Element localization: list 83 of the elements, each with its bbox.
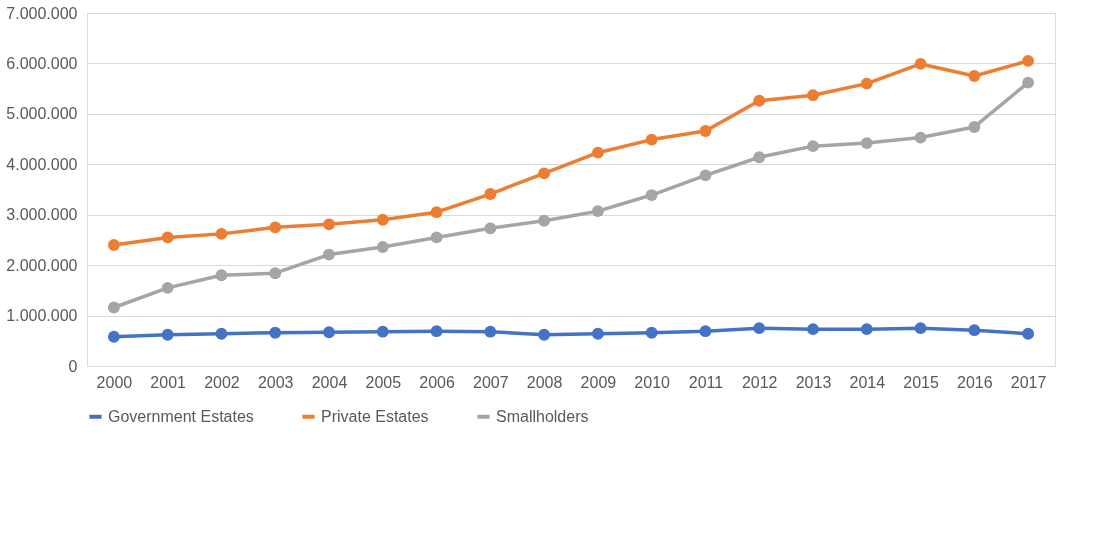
point — [699, 169, 712, 182]
y-tick-label: 2.000.000 — [6, 256, 78, 274]
point — [107, 301, 120, 314]
x-tick-label: 2003 — [257, 373, 294, 391]
point — [538, 167, 551, 180]
y-tick-label: 6.000.000 — [6, 54, 78, 72]
point — [484, 222, 497, 235]
point — [484, 325, 497, 338]
point — [538, 214, 551, 227]
point — [860, 323, 873, 336]
point — [161, 328, 174, 341]
x-tick-label: 2002 — [204, 373, 240, 391]
point — [914, 131, 927, 144]
point — [860, 137, 873, 150]
y-tick-label: 4.000.000 — [6, 155, 78, 173]
point — [484, 188, 497, 200]
y-tick-label: 0 — [68, 357, 78, 375]
x-tick-label: 2000 — [96, 373, 133, 391]
point — [699, 325, 712, 338]
point — [753, 322, 766, 335]
point — [323, 248, 335, 261]
x-tick-label: 2016 — [957, 373, 993, 391]
point — [860, 77, 873, 90]
point — [430, 231, 443, 244]
point — [376, 241, 389, 253]
point — [1022, 55, 1035, 67]
legend-label: Private Estates — [321, 407, 429, 425]
x-tick-label: 2001 — [150, 373, 187, 391]
point — [968, 70, 981, 82]
x-tick-label: 2010 — [634, 373, 671, 391]
point — [968, 121, 981, 133]
x-tick-label: 2006 — [419, 373, 455, 391]
x-tick-label: 2009 — [580, 373, 617, 391]
point — [1022, 327, 1035, 340]
point — [591, 146, 604, 159]
y-tick-label: 3.000.000 — [6, 206, 78, 224]
legend-label: Smallholders — [496, 407, 589, 425]
y-tick-label: 7.000.000 — [6, 4, 78, 22]
point — [1022, 76, 1035, 89]
point — [269, 221, 282, 234]
point — [376, 325, 389, 338]
x-tick-label: 2015 — [903, 373, 939, 391]
y-tick-label: 1.000.000 — [6, 307, 78, 325]
point — [807, 89, 819, 102]
x-tick-label: 2007 — [473, 373, 509, 391]
point — [538, 328, 551, 341]
x-tick-label: 2008 — [526, 373, 563, 391]
point — [807, 323, 819, 336]
point — [376, 213, 389, 226]
point — [591, 205, 604, 218]
point — [430, 206, 443, 219]
point — [161, 281, 174, 294]
point — [753, 151, 766, 164]
point — [323, 218, 335, 231]
point — [699, 125, 712, 137]
point — [107, 330, 120, 343]
x-tick-label: 2011 — [688, 373, 724, 391]
x-tick-label: 2005 — [365, 373, 402, 391]
x-tick-label: 2004 — [311, 373, 348, 391]
point — [914, 58, 927, 70]
point — [215, 269, 228, 282]
point — [645, 189, 658, 201]
point — [269, 267, 282, 280]
point — [107, 239, 120, 251]
point — [215, 327, 228, 340]
x-tick-label: 2012 — [741, 373, 778, 391]
point — [807, 140, 819, 153]
y-tick-label: 5.000.000 — [6, 105, 78, 123]
point — [645, 133, 658, 146]
point — [269, 326, 282, 339]
point — [753, 94, 766, 107]
x-tick-label: 2013 — [795, 373, 832, 391]
point — [161, 231, 174, 244]
point — [591, 327, 604, 340]
x-tick-label: 2017 — [1010, 373, 1047, 391]
x-tick-label: 2014 — [849, 373, 886, 391]
point — [914, 322, 927, 335]
point — [323, 326, 335, 339]
point — [645, 326, 658, 339]
point — [215, 227, 228, 240]
legend-label: Government Estates — [108, 407, 254, 425]
point — [968, 324, 981, 337]
point — [430, 325, 443, 338]
